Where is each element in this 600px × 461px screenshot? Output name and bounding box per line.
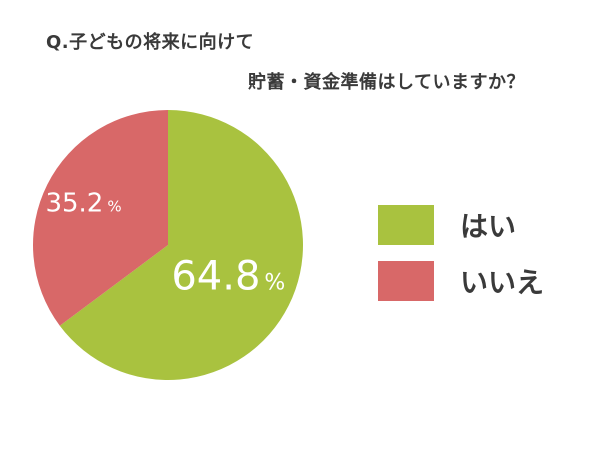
legend-label: はい (460, 210, 517, 243)
legend-item-no: いいえ (378, 261, 544, 301)
pie-slice-no (32, 110, 168, 326)
pie-data-labels: 64.8 %35.2% (45, 189, 285, 300)
chart-title-line-1: Q.子どもの将来に向けて (46, 32, 255, 53)
pie-slices (32, 110, 304, 380)
data-label-value: 64.8 (171, 253, 260, 299)
data-label-unit: % (107, 198, 121, 216)
pie-slice-yes (59, 110, 304, 380)
legend-swatch (378, 205, 434, 245)
data-label-yes: 64.8% (171, 253, 285, 299)
legend-swatch (378, 261, 434, 301)
legend-item-yes: はい (378, 205, 544, 245)
data-label-no: 35.2% (45, 189, 121, 219)
data-label-value: 35.2 (45, 189, 103, 219)
legend-label: いいえ (460, 266, 545, 299)
chart-title-line-2: 貯蓄・資金準備はしていますか？ (248, 72, 525, 93)
data-label-unit: % (264, 270, 285, 295)
legend: はい いいえ (378, 205, 544, 317)
